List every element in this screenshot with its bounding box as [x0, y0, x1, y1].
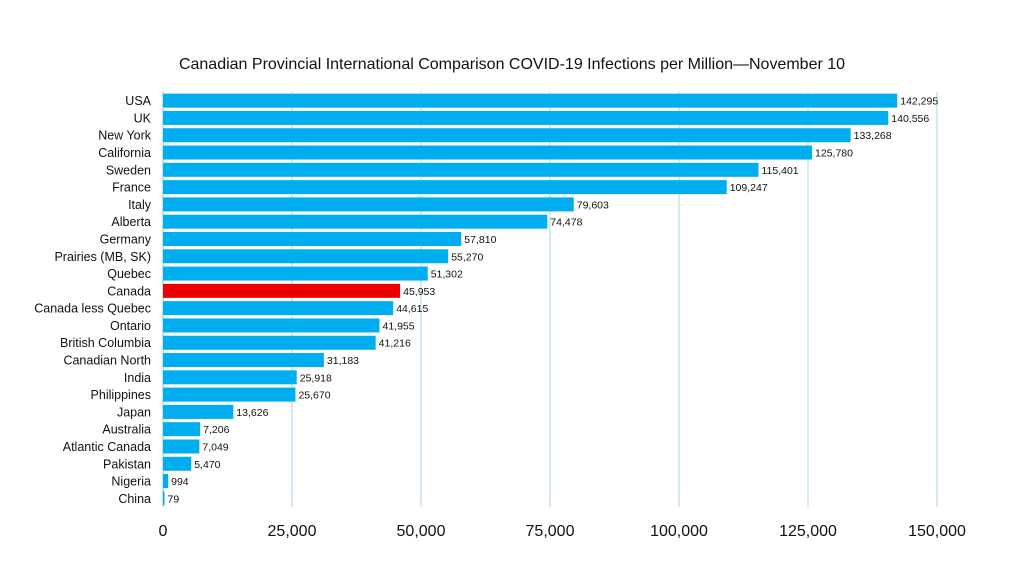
data-label: 25,670: [298, 390, 330, 402]
data-label: 133,268: [854, 130, 892, 142]
category-label: Atlantic Canada: [63, 440, 151, 454]
x-tick-label: 25,000: [268, 523, 317, 540]
data-label: 25,918: [300, 372, 332, 384]
data-label: 45,953: [403, 286, 435, 298]
category-label: Canada: [107, 284, 151, 298]
category-label: UK: [134, 111, 152, 125]
data-label: 74,478: [550, 217, 582, 229]
bar: [163, 474, 169, 489]
category-label: California: [98, 146, 151, 160]
category-label: Ontario: [110, 319, 151, 333]
x-tick-label: 0: [159, 523, 168, 540]
bar: [163, 404, 234, 419]
bar: [163, 353, 324, 368]
data-label: 140,556: [891, 113, 929, 125]
x-tick-label: 150,000: [908, 523, 966, 540]
bar: [163, 110, 889, 125]
bar: [163, 422, 201, 437]
category-label: Australia: [102, 423, 151, 437]
category-label: China: [118, 492, 151, 506]
chart-title: Canadian Provincial International Compar…: [178, 56, 846, 73]
category-label: Pakistan: [103, 457, 151, 471]
x-tick-label: 100,000: [650, 523, 708, 540]
bar: [163, 249, 449, 264]
bar: [163, 231, 462, 246]
bar: [163, 214, 548, 229]
data-label: 57,810: [464, 234, 496, 246]
data-label: 55,270: [451, 251, 483, 263]
data-label: 13,626: [236, 407, 268, 419]
bar: [163, 439, 200, 454]
category-label: India: [124, 371, 151, 385]
category-label: Germany: [100, 232, 152, 246]
bar: [163, 335, 376, 350]
category-label: Philippines: [91, 388, 151, 402]
category-label: France: [112, 181, 151, 195]
data-label: 79: [168, 493, 180, 505]
category-label: Canadian North: [63, 354, 151, 368]
bar: [163, 197, 574, 212]
category-label: New York: [98, 129, 152, 143]
data-label: 41,216: [379, 338, 411, 350]
bar: [163, 283, 401, 298]
bars: [163, 93, 898, 506]
bar: [163, 301, 394, 316]
x-tick-label: 75,000: [526, 523, 575, 540]
bar: [163, 491, 165, 506]
data-label: 79,603: [577, 199, 609, 211]
data-label: 7,049: [202, 441, 228, 453]
data-label: 51,302: [431, 269, 463, 281]
bar: [163, 456, 192, 471]
bar: [163, 370, 297, 385]
data-label: 44,615: [396, 303, 428, 315]
bar: [163, 128, 851, 143]
category-label: Sweden: [106, 163, 151, 177]
bar: [163, 266, 428, 281]
data-label: 142,295: [900, 96, 938, 108]
bar: [163, 145, 813, 160]
category-label: Canada less Quebec: [34, 302, 151, 316]
data-label: 115,401: [761, 165, 798, 177]
data-label: 5,470: [194, 459, 220, 471]
category-label: Japan: [117, 405, 151, 419]
x-tick-label: 50,000: [397, 523, 446, 540]
bar: [163, 318, 380, 333]
bar: [163, 180, 727, 195]
x-tick-label: 125,000: [779, 523, 837, 540]
data-label: 31,183: [327, 355, 359, 367]
category-label: British Columbia: [60, 336, 151, 350]
bar: [163, 93, 898, 108]
category-label: Quebec: [107, 267, 151, 281]
bar: [163, 387, 296, 402]
data-label: 994: [171, 476, 189, 488]
data-label: 109,247: [730, 182, 768, 194]
labels: 0 25,000 50,000 75,000 100,000 125,000 150,000…: [34, 94, 966, 540]
data-label: 125,780: [815, 148, 853, 160]
category-label: USA: [125, 94, 151, 108]
category-label: Prairies (MB, SK): [54, 250, 151, 264]
data-label: 41,955: [382, 320, 414, 332]
category-label: Alberta: [111, 215, 151, 229]
gridlines: [162, 92, 938, 507]
category-label: Nigeria: [111, 475, 151, 489]
data-label: 7,206: [203, 424, 229, 436]
category-label: Italy: [128, 198, 152, 212]
bar: [163, 162, 759, 177]
